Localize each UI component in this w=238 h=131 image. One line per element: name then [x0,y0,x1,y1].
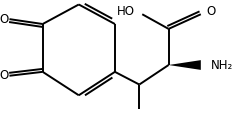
Text: HO: HO [116,5,134,18]
Polygon shape [169,60,201,70]
Text: NH₂: NH₂ [211,59,233,72]
Text: O: O [0,13,8,26]
Text: O: O [0,69,8,82]
Text: O: O [207,5,216,18]
